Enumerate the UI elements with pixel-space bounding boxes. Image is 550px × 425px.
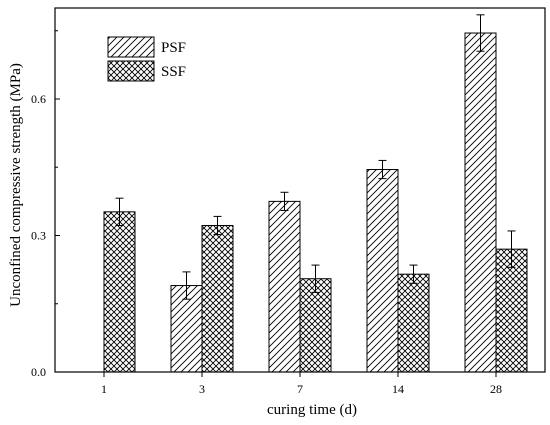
x-tick-label-3: 3 — [199, 382, 205, 396]
plot-frame — [54, 7, 546, 373]
x-tick-label-14: 14 — [392, 382, 404, 396]
legend-swatch-psf — [107, 36, 155, 58]
legend-label-psf: PSF — [161, 40, 186, 56]
bar-psf-28 — [464, 32, 497, 373]
y-axis-title: Unconfined compressive strength (MPa) — [8, 63, 24, 307]
x-axis-title: curing time (d) — [267, 402, 357, 418]
bar-ssf-1 — [103, 211, 136, 373]
bar-ssf-3 — [201, 224, 234, 373]
x-tick-label-1: 1 — [101, 382, 107, 396]
x-tick-label-7: 7 — [297, 382, 303, 396]
plot-area: 1 3 7 14 28 0.0 0.3 0.6 PSF SSF — [31, 7, 546, 396]
y-tick-label-0.3: 0.3 — [31, 229, 46, 243]
bar-ssf-7 — [299, 278, 332, 373]
legend-swatch-ssf — [107, 60, 155, 82]
x-tick-label-28: 28 — [490, 382, 502, 396]
legend-label-ssf: SSF — [161, 64, 186, 80]
bar-ssf-14 — [397, 273, 430, 373]
bar-psf-3 — [170, 285, 203, 373]
y-tick-label-0.6: 0.6 — [31, 92, 46, 106]
bar-psf-14 — [366, 169, 399, 373]
bar-psf-7 — [268, 200, 301, 373]
y-tick-label-0.0: 0.0 — [31, 365, 46, 379]
